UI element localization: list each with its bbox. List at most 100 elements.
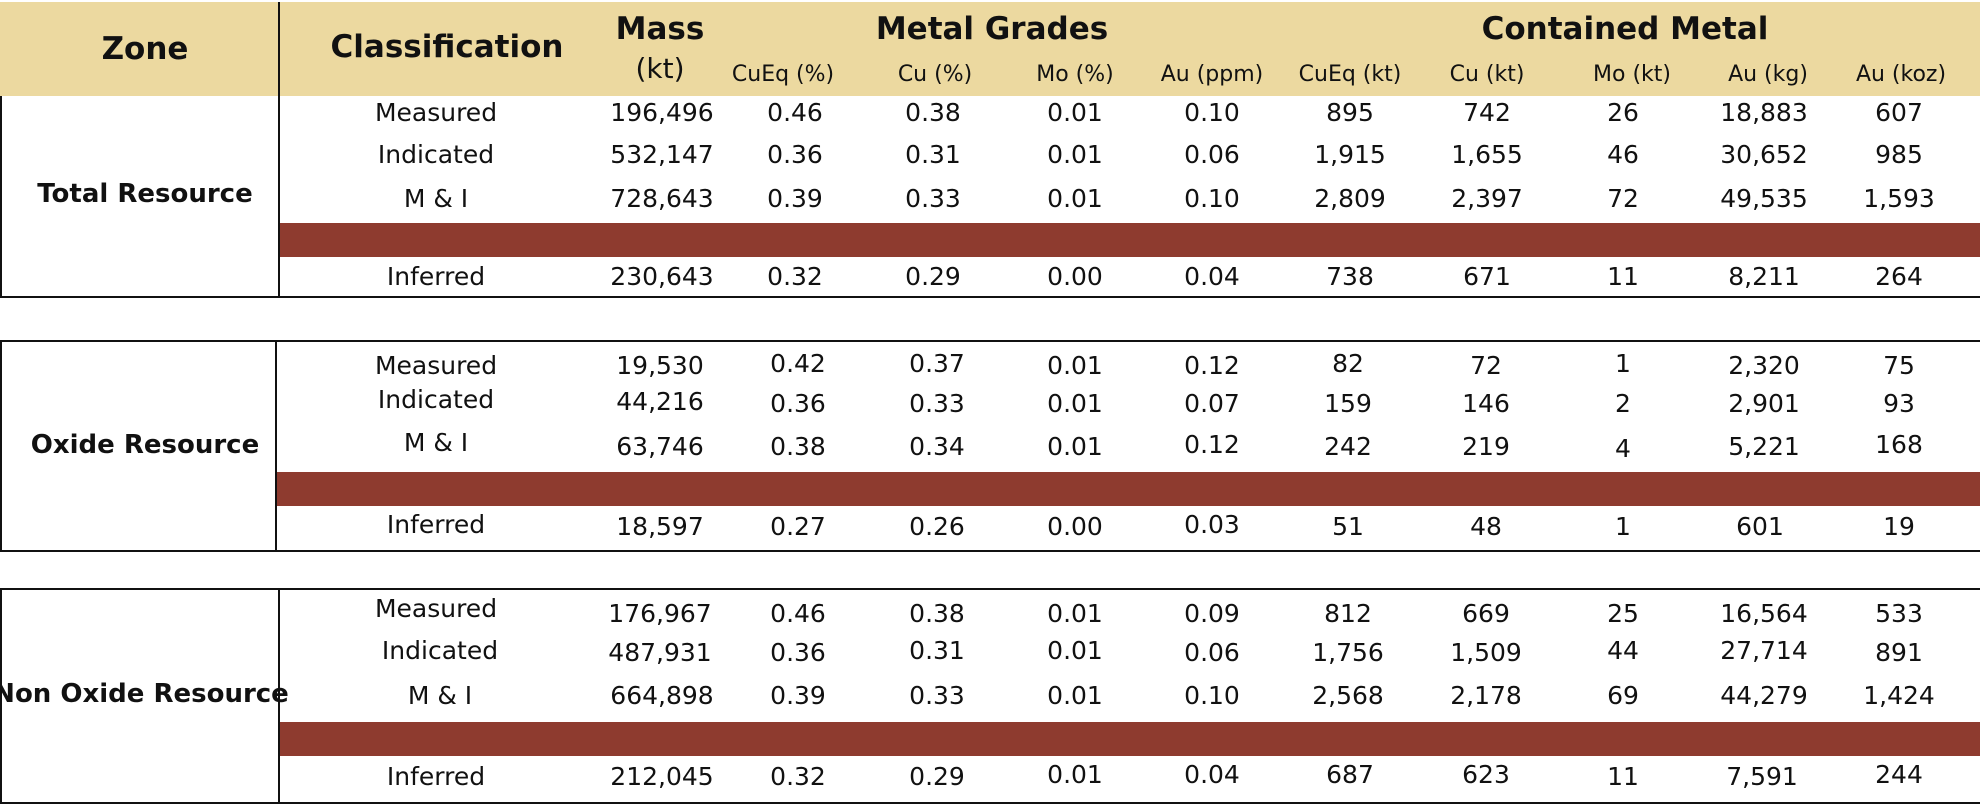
header-col-cueq-kt: CuEq (kt) [1298,62,1402,87]
cell-cu-pct: 0.31 [909,636,965,665]
cell-mo-kt: 69 [1607,681,1639,710]
cell-classification: M & I [403,184,469,213]
cell-cu-pct: 0.33 [909,681,965,710]
cell-cueq-pct: 0.32 [767,262,823,291]
cell-cueq-kt: 1,915 [1314,140,1386,169]
cell-classification: Measured [374,351,498,380]
separator-band [280,722,1980,756]
cell-cu-pct: 0.29 [905,262,961,291]
cell-classification: M & I [403,428,469,457]
cell-mo-kt: 44 [1607,636,1639,665]
cell-au-ppm: 0.10 [1184,98,1240,127]
header-col-mo-kt: Mo (kt) [1593,62,1671,87]
cell-classification: Inferred [386,762,486,791]
cell-cu-pct: 0.38 [909,599,965,628]
header-row [0,2,1980,96]
cell-cueq-pct: 0.27 [770,512,826,541]
cell-au-ppm: 0.12 [1184,430,1240,459]
cell-cueq-pct: 0.36 [767,140,823,169]
cell-classification: Measured [374,98,498,127]
cell-au-ppm: 0.06 [1184,140,1240,169]
cell-cueq-kt: 82 [1332,349,1364,378]
header-contained-metal: Contained Metal [1481,11,1769,47]
zone-label: Non Oxide Resource [0,679,289,709]
cell-mo-kt: 25 [1607,599,1639,628]
cell-au-koz: 264 [1875,262,1923,291]
cell-cu-kt: 72 [1470,351,1502,380]
cell-mass: 19,530 [616,351,704,380]
separator-band [277,472,1980,506]
cell-mo-pct: 0.01 [1047,681,1103,710]
cell-au-ppm: 0.09 [1184,599,1240,628]
cell-classification: Inferred [386,262,486,291]
cell-au-kg: 44,279 [1720,681,1808,710]
cell-au-koz: 1,424 [1863,681,1935,710]
cell-cu-pct: 0.38 [905,98,961,127]
cell-cueq-pct: 0.42 [770,349,826,378]
cell-mass: 728,643 [610,184,714,213]
cell-au-kg: 27,714 [1720,636,1808,665]
cell-cueq-pct: 0.39 [770,681,826,710]
header-col-cu-pct: Cu (%) [897,62,973,87]
cell-mo-pct: 0.01 [1047,184,1103,213]
cell-mo-kt: 46 [1607,140,1639,169]
cell-au-koz: 75 [1883,351,1915,380]
cell-au-kg: 8,211 [1728,262,1800,291]
header-classification: Classification [330,29,564,65]
cell-cueq-kt: 159 [1324,389,1372,418]
header-divider [278,2,280,96]
cell-au-kg: 7,591 [1726,762,1798,791]
cell-mo-kt: 2 [1615,389,1631,418]
cell-cu-kt: 48 [1470,512,1502,541]
separator-band [280,223,1980,257]
section-divider [278,588,280,804]
cell-cueq-kt: 738 [1326,262,1374,291]
cell-au-kg: 2,901 [1728,389,1800,418]
cell-au-koz: 19 [1883,512,1915,541]
cell-mo-pct: 0.00 [1047,512,1103,541]
section-border-bottom [0,550,1980,552]
cell-cu-kt: 671 [1463,262,1511,291]
header-metal-grades: Metal Grades [875,11,1109,47]
cell-au-koz: 607 [1875,98,1923,127]
cell-cu-pct: 0.29 [909,762,965,791]
cell-cu-kt: 2,178 [1450,681,1522,710]
cell-mass: 664,898 [610,681,714,710]
cell-cu-kt: 669 [1462,599,1510,628]
cell-cueq-pct: 0.32 [770,762,826,791]
cell-au-koz: 168 [1875,430,1923,459]
section-border-left [0,96,2,298]
cell-classification: Indicated [381,636,499,665]
cell-cueq-kt: 2,809 [1314,184,1386,213]
cell-mo-kt: 4 [1615,434,1631,463]
cell-mo-pct: 0.01 [1047,140,1103,169]
cell-classification: Measured [374,594,498,623]
cell-cueq-kt: 1,756 [1312,638,1384,667]
cell-mo-pct: 0.01 [1047,389,1103,418]
cell-au-ppm: 0.10 [1184,681,1240,710]
cell-mo-pct: 0.00 [1047,262,1103,291]
section-border-top [0,340,1980,342]
cell-mass: 44,216 [616,387,704,416]
cell-mo-kt: 11 [1607,262,1639,291]
header-col-cu-kt: Cu (kt) [1449,62,1525,87]
cell-au-kg: 5,221 [1728,432,1800,461]
header-col-cueq-pct: CuEq (%) [731,62,835,87]
cell-mass: 532,147 [610,140,714,169]
section-divider [275,340,277,552]
cell-au-koz: 244 [1875,760,1923,789]
cell-au-ppm: 0.12 [1184,351,1240,380]
cell-mass: 196,496 [610,98,714,127]
cell-au-kg: 16,564 [1720,599,1808,628]
cell-cueq-kt: 242 [1324,432,1372,461]
section-border-bottom [0,802,1980,804]
cell-mass: 487,931 [608,638,712,667]
cell-mo-kt: 72 [1607,184,1639,213]
section-divider [278,96,280,298]
cell-au-koz: 1,593 [1863,184,1935,213]
cell-au-kg: 49,535 [1720,184,1808,213]
cell-mass: 176,967 [608,599,712,628]
cell-cueq-pct: 0.36 [770,638,826,667]
cell-mo-pct: 0.01 [1047,432,1103,461]
cell-mo-pct: 0.01 [1047,599,1103,628]
